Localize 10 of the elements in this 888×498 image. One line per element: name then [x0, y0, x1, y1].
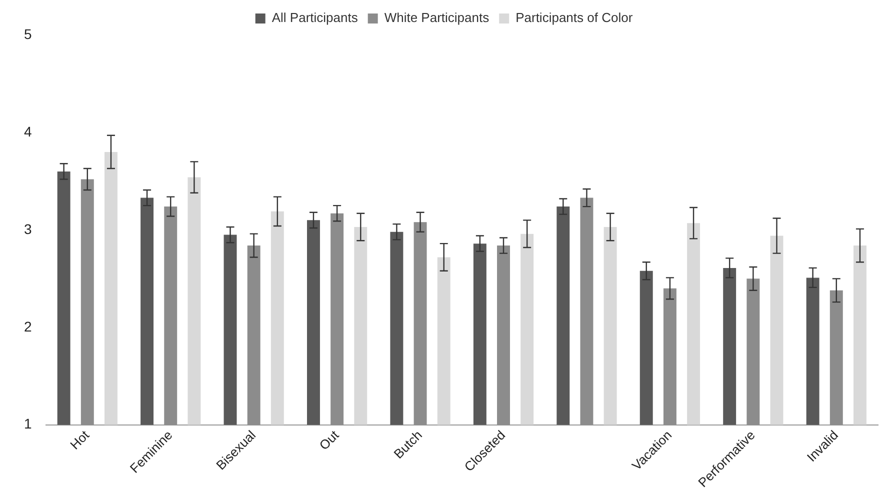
y-tick-label: 3: [24, 220, 32, 237]
x-tick-label: Out: [316, 427, 342, 453]
y-tick-label: 5: [24, 26, 32, 42]
y-tick-label: 1: [24, 416, 32, 432]
legend-label: White Participants: [384, 10, 490, 26]
y-tick-label: 4: [24, 123, 32, 140]
y-tick-label: 2: [24, 318, 32, 334]
x-tick-label: Hot: [67, 427, 92, 452]
legend-label: All Participants: [272, 10, 358, 26]
legend-label: Participants of Color: [516, 10, 634, 26]
